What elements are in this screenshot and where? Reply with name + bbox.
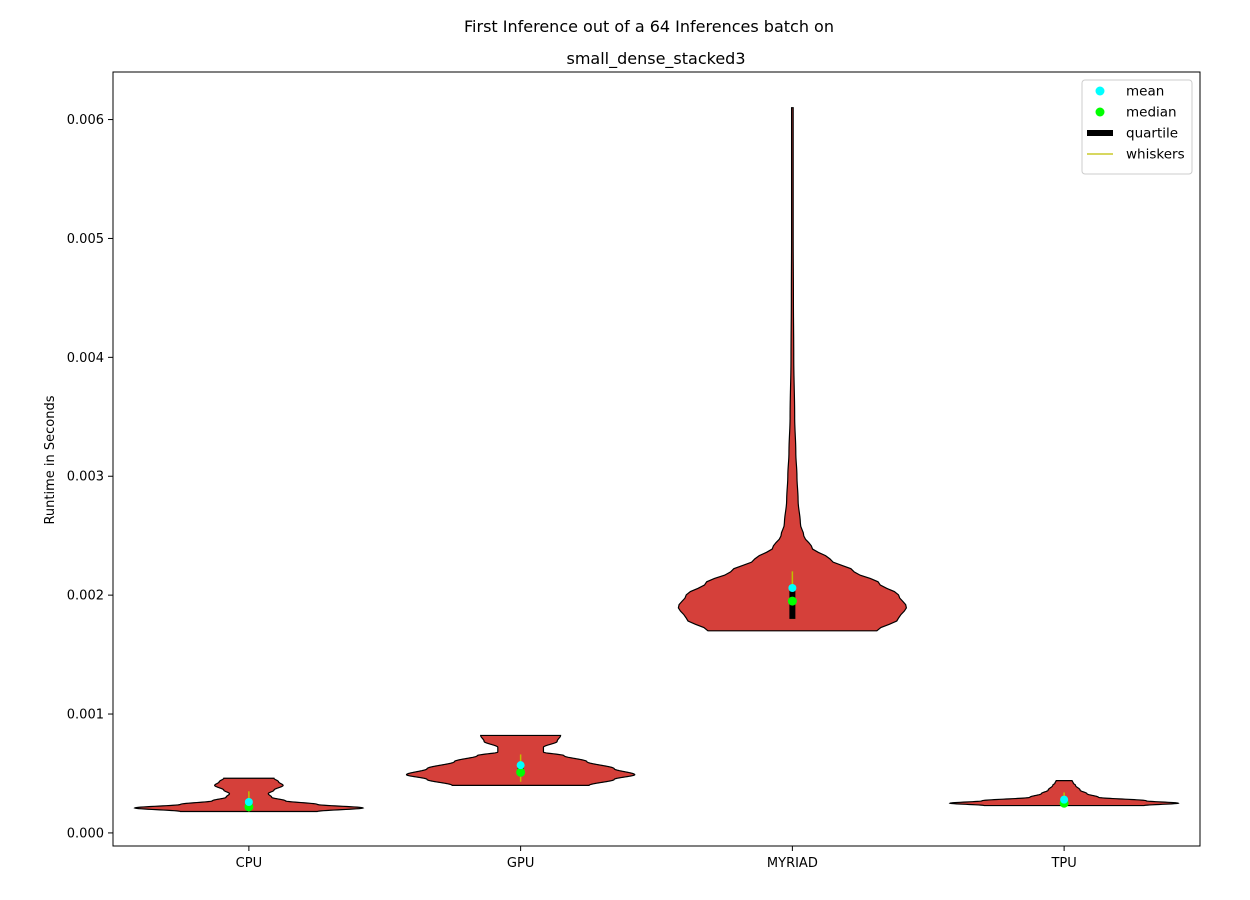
legend-marker-mean xyxy=(1095,86,1105,96)
stats-layer xyxy=(244,571,1069,812)
mean-point-tpu xyxy=(1060,795,1069,804)
x-axis: CPU GPU MYRIAD TPU xyxy=(236,846,1077,871)
median-point-gpu xyxy=(516,767,526,777)
mean-point-myriad xyxy=(788,584,797,592)
chart-title-line-2: small_dense_stacked3 xyxy=(566,49,745,69)
chart-title-line-1: First Inference out of a 64 Inferences b… xyxy=(464,17,834,36)
y-tick-label: 0.004 xyxy=(67,351,104,366)
mean-point-cpu xyxy=(244,798,253,807)
plot-frame xyxy=(112,71,1201,847)
y-tick-label: 0.003 xyxy=(67,470,104,485)
legend-frame xyxy=(1081,79,1193,175)
legend-label-median: median xyxy=(1126,105,1177,121)
violin-myriad xyxy=(677,107,908,632)
legend-label-mean: mean xyxy=(1126,84,1164,100)
legend-label-whiskers: whiskers xyxy=(1126,147,1185,163)
legend-marker-median xyxy=(1095,107,1105,117)
y-axis: 0.000 0.001 0.002 0.003 0.004 0.005 0.006 xyxy=(67,113,113,841)
x-tick-label: CPU xyxy=(236,856,262,871)
median-point-myriad xyxy=(787,596,797,606)
y-tick-label: 0.002 xyxy=(67,589,104,604)
mean-point-gpu xyxy=(516,761,525,770)
legend-label-quartile: quartile xyxy=(1126,126,1178,142)
y-axis-label: Runtime in Seconds xyxy=(43,395,58,524)
legend: mean median quartile whiskers xyxy=(1081,79,1193,175)
x-tick-label: GPU xyxy=(507,856,534,871)
y-tick-label: 0.001 xyxy=(67,708,104,723)
x-tick-label: MYRIAD xyxy=(767,856,818,871)
x-tick-label: TPU xyxy=(1050,856,1076,871)
y-tick-label: 0.005 xyxy=(67,232,104,247)
violins-layer xyxy=(133,107,1180,813)
y-tick-label: 0.006 xyxy=(67,113,104,128)
y-tick-label: 0.000 xyxy=(67,826,104,841)
